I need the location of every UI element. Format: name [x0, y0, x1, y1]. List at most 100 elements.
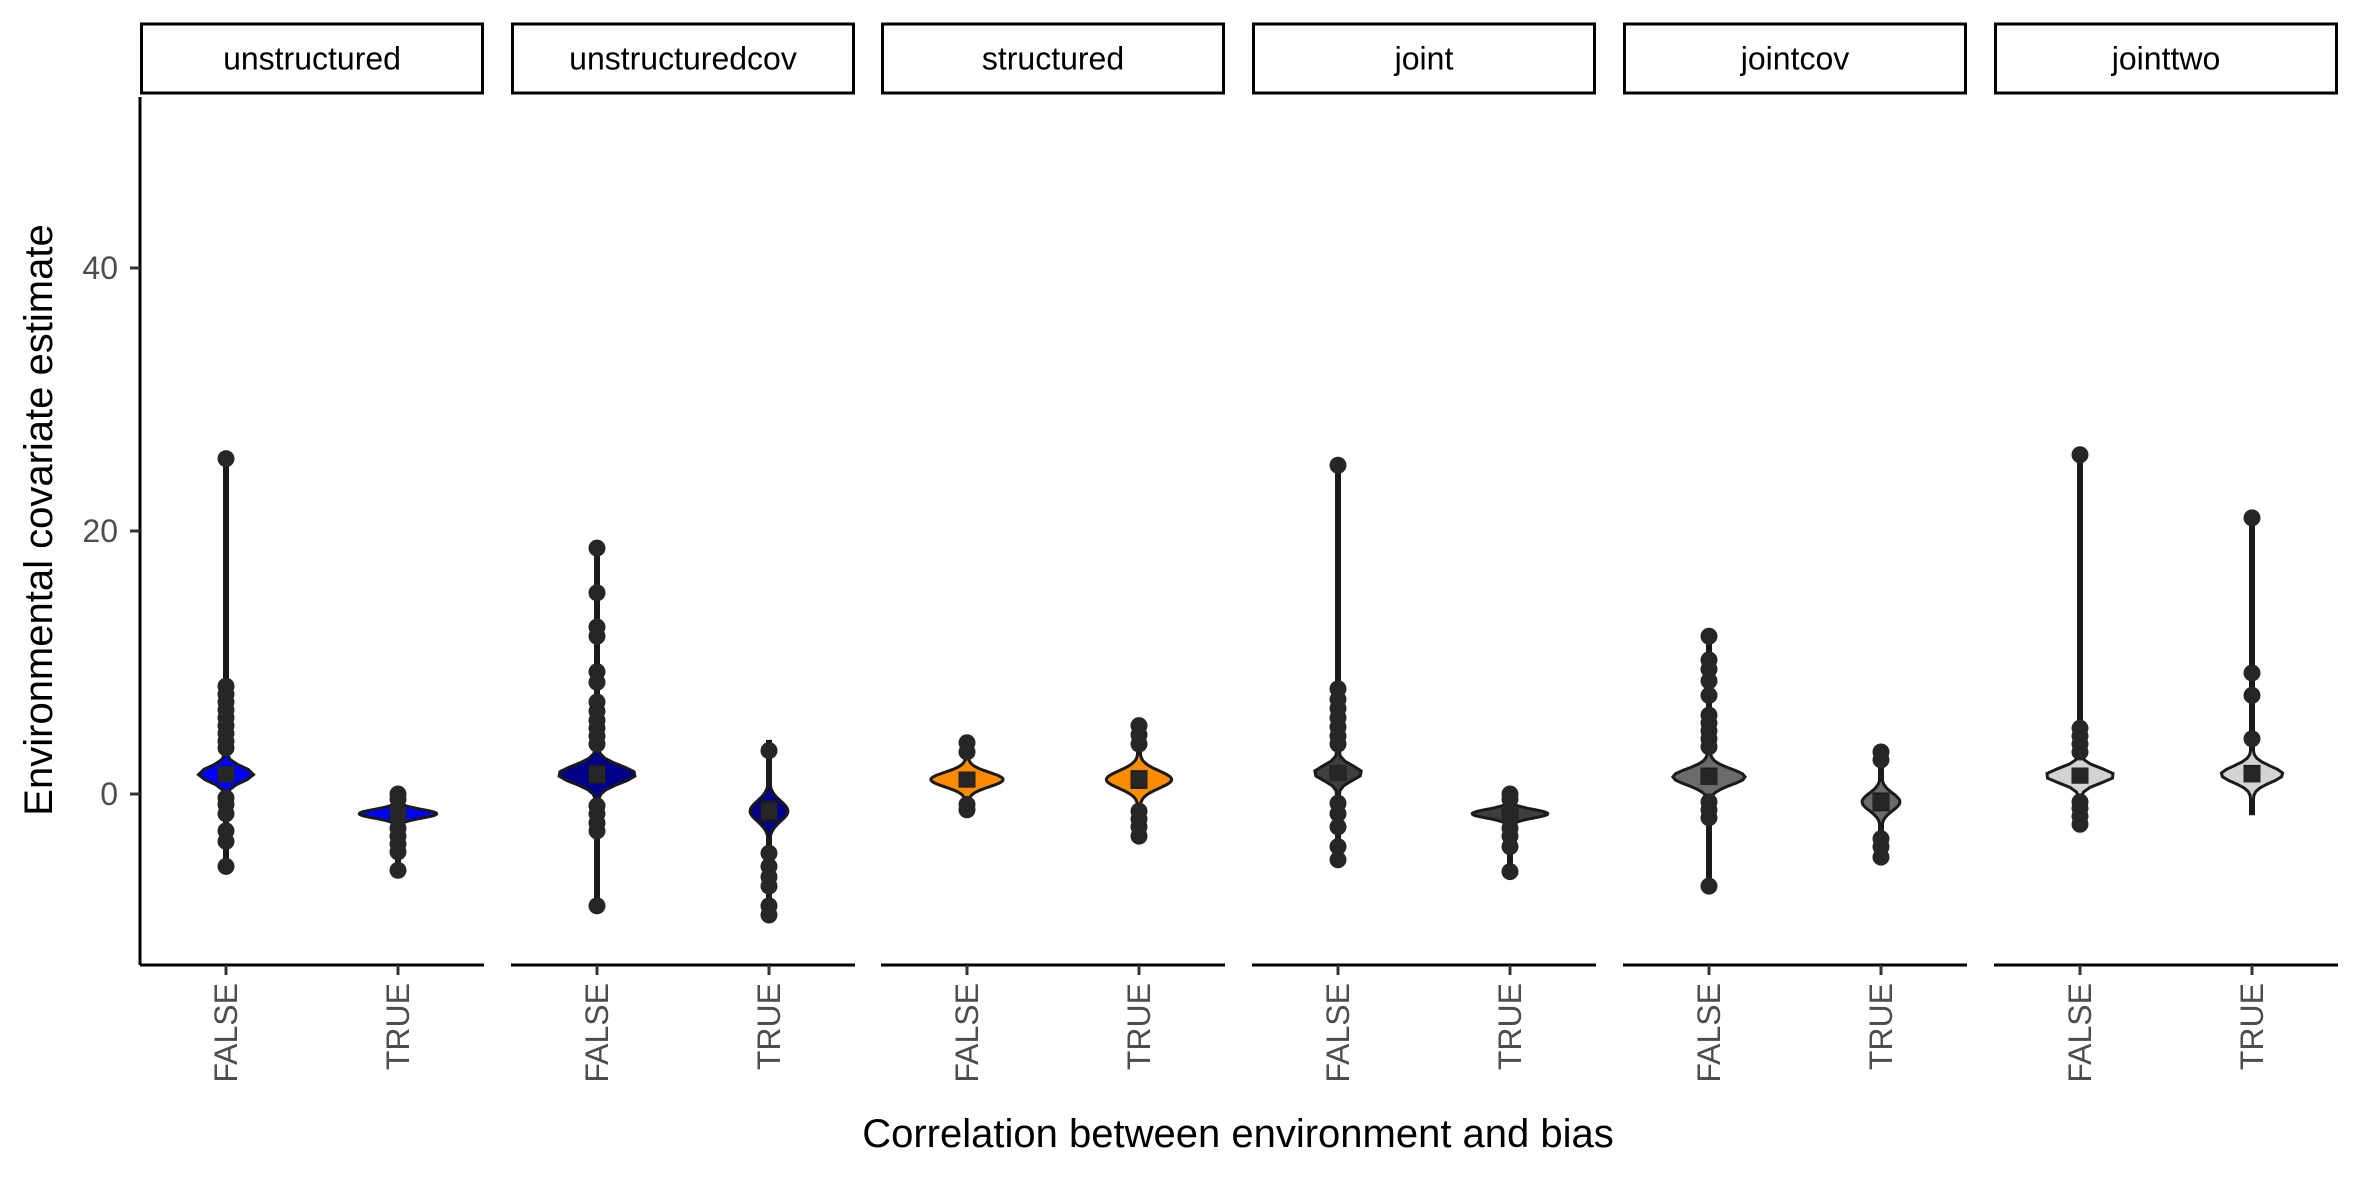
outlier-point [2243, 686, 2261, 704]
outlier-point [1700, 686, 1718, 704]
mean-point [761, 803, 777, 820]
outlier-point [1329, 735, 1347, 753]
outlier-point [958, 743, 976, 761]
x-tick-label: TRUE [751, 983, 787, 1070]
x-tick-label: TRUE [1863, 983, 1899, 1070]
violin-group-true [1470, 785, 1550, 881]
x-axis-title: Correlation between environment and bias [862, 1112, 1614, 1156]
outlier-point [389, 843, 407, 861]
outlier-point [1501, 838, 1519, 856]
panels: unstructured FALSE TRUE unstructuredcov FALS… [140, 22, 2338, 1083]
outlier-point [1872, 751, 1890, 769]
outlier-point [1700, 660, 1718, 678]
outlier-point [1700, 672, 1718, 690]
outlier-point [2071, 743, 2089, 761]
outlier-point [1700, 809, 1718, 827]
x-tick-label: FALSE [579, 983, 615, 1083]
strip-label: joint [1394, 41, 1454, 77]
y-tick-label: 20 [82, 513, 118, 549]
violin-group-true [1860, 743, 1902, 866]
outlier-point [389, 861, 407, 879]
outlier-point [217, 832, 235, 850]
y-tick-label: 40 [82, 250, 118, 286]
x-tick-label: FALSE [208, 983, 244, 1083]
outlier-point [588, 897, 606, 915]
outlier-point [1329, 851, 1347, 869]
mean-point [2244, 766, 2260, 783]
x-tick-label: TRUE [1121, 983, 1157, 1070]
panel-jointtwo: jointtwo FALSE TRUE [1994, 22, 2338, 1083]
mean-point [959, 771, 975, 788]
x-tick-label: FALSE [2062, 983, 2098, 1083]
x-tick-label: TRUE [2234, 983, 2270, 1070]
strip-box [140, 22, 484, 95]
outlier-point [760, 742, 778, 760]
mean-point [2072, 767, 2088, 784]
violin-group-true [1104, 717, 1174, 845]
panel-unstructured: unstructured FALSE TRUE [140, 22, 484, 1083]
outlier-point [588, 822, 606, 840]
mean-point [1502, 805, 1518, 822]
strip-label: unstructuredcov [569, 41, 797, 77]
outlier-point [2071, 815, 2089, 833]
y-tick-label: 0 [100, 776, 118, 812]
strip-label: unstructured [223, 41, 401, 77]
strip-box [1994, 22, 2338, 95]
violin-group-false [557, 539, 637, 915]
outlier-point [760, 906, 778, 924]
outlier-point [1700, 627, 1718, 645]
outlier-point [1872, 848, 1890, 866]
strip-label: jointtwo [2111, 41, 2221, 77]
mean-point [1330, 764, 1346, 781]
strip-label: jointcov [1740, 41, 1850, 77]
strip-box [511, 22, 855, 95]
strip-box [1623, 22, 1967, 95]
outlier-point [217, 450, 235, 468]
outlier-point [588, 539, 606, 557]
x-tick-label: FALSE [949, 983, 985, 1083]
outlier-point [588, 627, 606, 645]
violin-group-false [1670, 627, 1748, 895]
violin-group-false [2045, 446, 2115, 833]
outlier-point [217, 739, 235, 757]
outlier-point [1501, 863, 1519, 881]
outlier-point [2071, 446, 2089, 464]
outlier-point [588, 735, 606, 753]
y-axis: 0 20 40 [82, 97, 142, 965]
mean-point [390, 805, 406, 822]
mean-point [1131, 771, 1147, 788]
mean-point [1701, 768, 1717, 785]
x-tick-label: TRUE [380, 983, 416, 1070]
outlier-point [1329, 818, 1347, 836]
violin-group-true [2219, 509, 2285, 816]
violin-group-false [1313, 456, 1363, 869]
outlier-point [760, 844, 778, 862]
outlier-point [588, 673, 606, 691]
outlier-point [1329, 838, 1347, 856]
mean-point [589, 766, 605, 783]
strip-label: structured [982, 41, 1124, 77]
outlier-point [1329, 805, 1347, 823]
panel-jointcov: jointcov FALSE TRUE [1623, 22, 1967, 1083]
outlier-point [760, 877, 778, 895]
violin-group-false [196, 450, 256, 875]
outlier-point [389, 790, 407, 808]
panel-structured: structured FALSE TRUE [881, 22, 1225, 1083]
y-axis-title: Environmental covariate estimate [17, 224, 61, 815]
violin-group-false [929, 734, 1005, 819]
violin-group-true [748, 739, 790, 924]
outlier-point [1130, 827, 1148, 845]
outlier-point [1501, 790, 1519, 808]
panel-joint: joint FALSE TRUE [1252, 22, 1596, 1083]
panel-unstructuredcov: unstructuredcov FALSE TRUE [511, 22, 855, 1083]
x-tick-label: TRUE [1492, 983, 1528, 1070]
x-tick-label: FALSE [1320, 983, 1356, 1083]
outlier-point [958, 801, 976, 819]
strip-box [881, 22, 1225, 95]
mean-point [218, 766, 234, 783]
outlier-point [1700, 738, 1718, 756]
outlier-point [217, 857, 235, 875]
outlier-point [2243, 509, 2261, 527]
strip-box [1252, 22, 1596, 95]
